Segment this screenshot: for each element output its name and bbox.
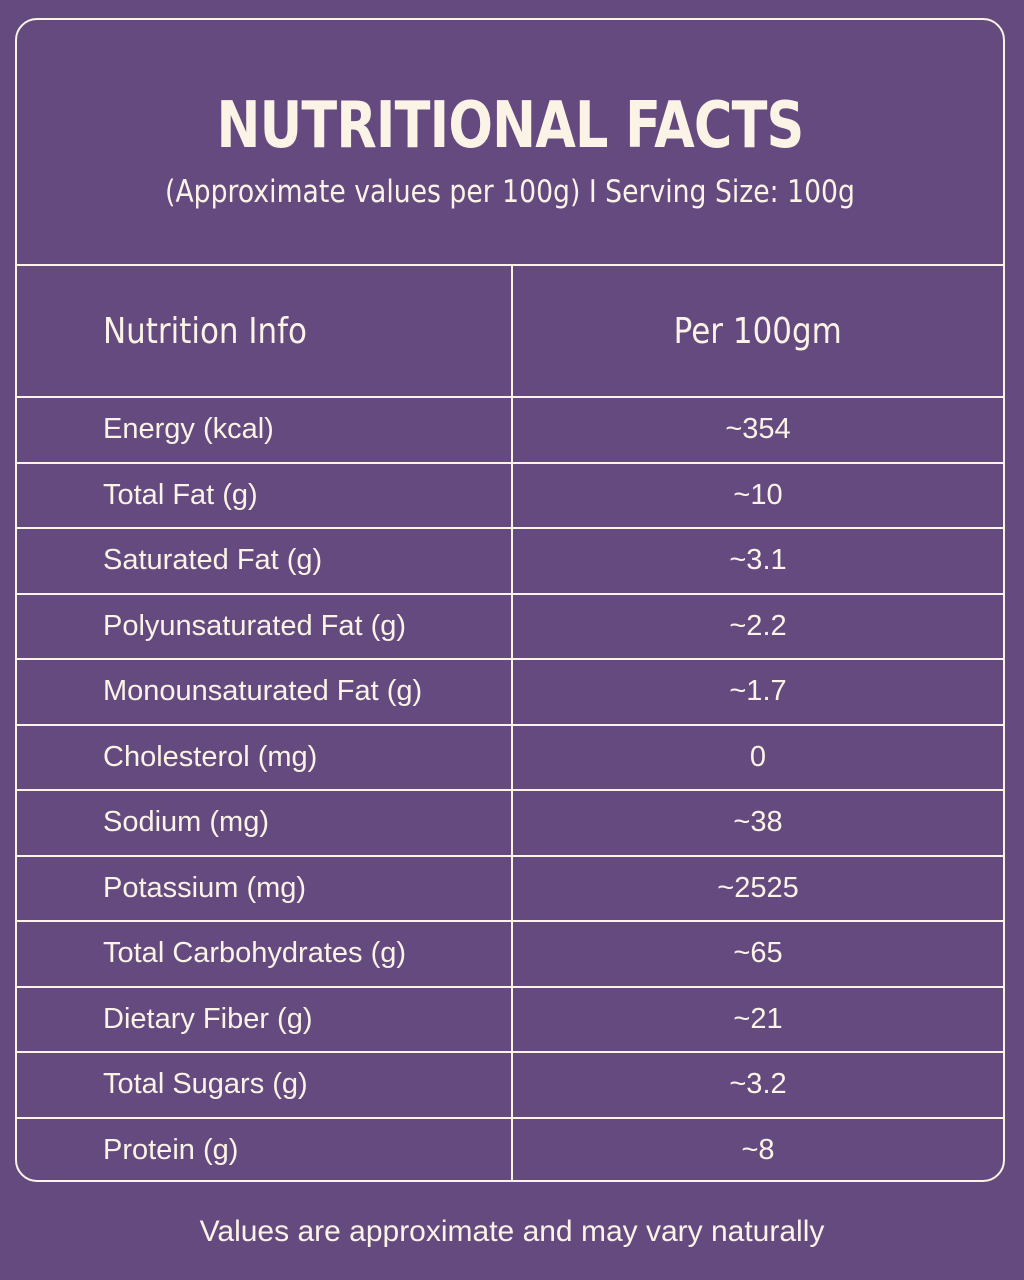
column-header-nutrition-info: Nutrition Info [17,266,513,398]
nutrient-value: ~3.1 [512,527,1003,594]
page-title: NUTRITIONAL FACTS [216,89,804,163]
table-row: Potassium (mg) ~2525 [17,854,1003,921]
nutrient-name: Monounsaturated Fat (g) [17,658,513,725]
nutrient-name: Dietary Fiber (g) [17,985,513,1052]
table-row: Monounsaturated Fat (g) ~1.7 [17,658,1003,725]
nutrient-value: ~1.7 [512,658,1003,725]
table-row: Dietary Fiber (g) ~21 [17,985,1003,1052]
page-subtitle: (Approximate values per 100g) I Serving … [165,174,855,210]
nutrient-value: 0 [512,723,1003,790]
table-row: Total Sugars (g) ~3.2 [17,1051,1003,1118]
table-row: Energy (kcal) ~354 [17,397,1003,463]
table-row: Total Carbohydrates (g) ~65 [17,920,1003,987]
nutrient-value: ~38 [512,789,1003,856]
nutrient-name: Protein (g) [17,1116,513,1180]
nutrition-card: NUTRITIONAL FACTS (Approximate values pe… [15,18,1005,1182]
nutrient-name: Total Carbohydrates (g) [17,920,513,987]
nutrient-name: Saturated Fat (g) [17,527,513,594]
column-header-per-100gm: Per 100gm [512,266,1003,398]
table-header-row: Nutrition Info Per 100gm [17,266,1003,398]
nutrient-value: ~21 [512,985,1003,1052]
nutrient-name: Potassium (mg) [17,854,513,921]
table-row: Saturated Fat (g) ~3.1 [17,527,1003,594]
nutrient-value: ~65 [512,920,1003,987]
card-header: NUTRITIONAL FACTS (Approximate values pe… [17,20,1003,266]
column-header-label: Nutrition Info [103,310,307,352]
nutrient-value: ~354 [725,413,791,446]
table-row: Protein (g) ~8 [17,1116,1003,1180]
nutrient-name: Sodium (mg) [17,789,513,856]
nutrition-table: Nutrition Info Per 100gm Energy (kcal) ~… [17,266,1003,1180]
table-row: Sodium (mg) ~38 [17,789,1003,856]
table-row: Cholesterol (mg) 0 [17,723,1003,790]
nutrient-value: ~3.2 [512,1051,1003,1118]
nutrient-value: ~8 [512,1116,1003,1180]
nutrient-name: Total Fat (g) [17,461,513,528]
table-row: Polyunsaturated Fat (g) ~2.2 [17,592,1003,659]
nutrient-value: ~2525 [512,854,1003,921]
nutrient-name: Total Sugars (g) [17,1051,513,1118]
nutrient-name: Energy (kcal) [17,397,513,463]
nutrient-name: Cholesterol (mg) [17,723,513,790]
nutrient-name: Polyunsaturated Fat (g) [17,592,513,659]
table-row: Total Fat (g) ~10 [17,461,1003,528]
nutrient-value: ~2.2 [512,592,1003,659]
column-header-label: Per 100gm [673,310,843,352]
nutrient-value: ~10 [512,461,1003,528]
footnote: Values are approximate and may vary natu… [199,1215,825,1248]
